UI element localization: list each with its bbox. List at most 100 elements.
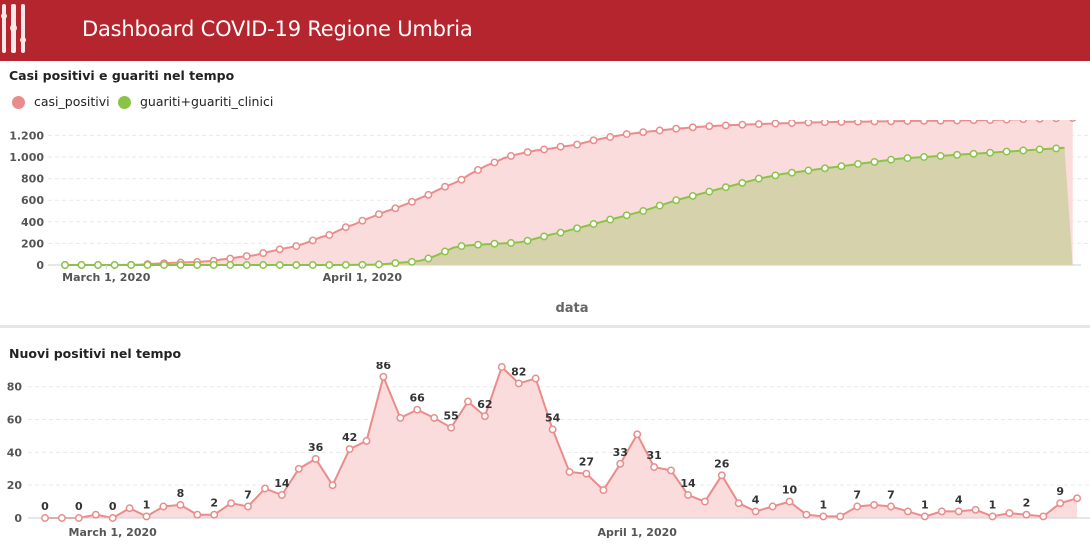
data-point[interactable] <box>971 505 980 514</box>
data-point-casi_positivi[interactable] <box>1035 120 1044 123</box>
data-point-guariti+guariti_clinici[interactable] <box>209 261 218 269</box>
data-point-casi_positivi[interactable] <box>391 204 400 213</box>
data-point[interactable] <box>447 423 456 432</box>
data-point[interactable] <box>650 463 659 472</box>
data-point[interactable] <box>57 514 66 522</box>
data-point-casi_positivi[interactable] <box>1052 120 1060 123</box>
data-point-guariti+guariti_clinici[interactable] <box>77 261 86 269</box>
data-point-casi_positivi[interactable] <box>754 120 763 129</box>
data-point[interactable] <box>108 514 117 522</box>
data-point-guariti+guariti_clinici[interactable] <box>110 261 119 269</box>
data-point-guariti+guariti_clinici[interactable] <box>655 201 664 210</box>
data-point[interactable] <box>91 510 100 519</box>
data-point[interactable] <box>903 507 912 516</box>
data-point[interactable] <box>785 497 794 506</box>
data-point-casi_positivi[interactable] <box>870 120 879 126</box>
data-point[interactable] <box>887 502 895 511</box>
data-point[interactable] <box>328 481 337 490</box>
data-point-casi_positivi[interactable] <box>441 182 449 191</box>
data-point[interactable] <box>413 405 422 414</box>
data-point[interactable] <box>633 430 642 439</box>
data-point-casi_positivi[interactable] <box>622 130 631 139</box>
data-point[interactable] <box>464 397 472 406</box>
data-point-guariti+guariti_clinici[interactable] <box>457 242 466 251</box>
data-point[interactable] <box>734 499 743 508</box>
data-point-guariti+guariti_clinici[interactable] <box>606 215 615 224</box>
data-point[interactable] <box>853 502 862 511</box>
data-point[interactable] <box>700 497 709 506</box>
data-point[interactable] <box>142 512 151 521</box>
data-point-guariti+guariti_clinici[interactable] <box>507 238 515 247</box>
data-point-casi_positivi[interactable] <box>986 120 995 124</box>
data-point[interactable] <box>988 512 997 521</box>
data-point[interactable] <box>261 484 269 493</box>
data-point-guariti+guariti_clinici[interactable] <box>589 220 598 228</box>
data-point[interactable] <box>41 514 49 522</box>
data-point-casi_positivi[interactable] <box>523 148 532 157</box>
data-point-casi_positivi[interactable] <box>490 158 499 167</box>
data-point-guariti+guariti_clinici[interactable] <box>1002 147 1011 156</box>
data-point-guariti+guariti_clinici[interactable] <box>391 259 400 268</box>
data-point-guariti+guariti_clinici[interactable] <box>325 261 334 269</box>
data-point[interactable] <box>954 507 963 516</box>
data-point[interactable] <box>125 504 134 513</box>
data-point-casi_positivi[interactable] <box>341 223 350 232</box>
data-point-guariti+guariti_clinici[interactable] <box>556 228 565 237</box>
data-point-casi_positivi[interactable] <box>837 120 846 126</box>
data-point-casi_positivi[interactable] <box>540 145 549 154</box>
data-point-guariti+guariti_clinici[interactable] <box>143 261 152 269</box>
data-point-casi_positivi[interactable] <box>738 120 747 129</box>
data-point-casi_positivi[interactable] <box>672 124 681 133</box>
data-point-guariti+guariti_clinici[interactable] <box>573 224 582 233</box>
data-point-casi_positivi[interactable] <box>573 140 582 149</box>
data-point-guariti+guariti_clinici[interactable] <box>936 151 945 160</box>
data-point[interactable] <box>1073 494 1082 503</box>
data-point-guariti+guariti_clinici[interactable] <box>160 261 169 269</box>
data-point-guariti+guariti_clinici[interactable] <box>953 150 962 159</box>
data-point[interactable] <box>548 425 557 434</box>
data-point-guariti+guariti_clinici[interactable] <box>292 261 301 269</box>
data-point[interactable] <box>870 500 879 509</box>
data-point-guariti+guariti_clinici[interactable] <box>474 240 482 249</box>
data-point-casi_positivi[interactable] <box>655 126 664 135</box>
data-point-guariti+guariti_clinici[interactable] <box>820 164 829 173</box>
data-point[interactable] <box>582 469 591 478</box>
data-point-casi_positivi[interactable] <box>969 120 978 125</box>
data-point-guariti+guariti_clinici[interactable] <box>622 211 631 220</box>
data-point-casi_positivi[interactable] <box>424 190 433 199</box>
data-point-casi_positivi[interactable] <box>639 128 648 137</box>
data-point[interactable] <box>565 468 574 476</box>
data-point-guariti+guariti_clinici[interactable] <box>903 154 912 163</box>
data-point-guariti+guariti_clinici[interactable] <box>341 260 350 269</box>
data-point-casi_positivi[interactable] <box>953 120 962 125</box>
data-point-guariti+guariti_clinici[interactable] <box>523 236 532 245</box>
data-point-casi_positivi[interactable] <box>474 166 482 174</box>
data-point[interactable] <box>684 491 692 499</box>
data-point-casi_positivi[interactable] <box>589 136 598 145</box>
data-point[interactable] <box>1005 509 1014 518</box>
data-point[interactable] <box>497 363 506 371</box>
data-point-guariti+guariti_clinici[interactable] <box>1052 144 1061 153</box>
data-point-casi_positivi[interactable] <box>226 254 235 263</box>
data-point-guariti+guariti_clinici[interactable] <box>374 260 383 269</box>
data-point-guariti+guariti_clinici[interactable] <box>771 171 780 180</box>
data-point[interactable] <box>802 510 811 519</box>
data-point[interactable] <box>1022 510 1031 519</box>
data-point-casi_positivi[interactable] <box>259 249 268 258</box>
data-point-casi_positivi[interactable] <box>820 120 829 127</box>
data-point-casi_positivi[interactable] <box>854 120 862 126</box>
data-point-guariti+guariti_clinici[interactable] <box>870 157 879 166</box>
data-point-guariti+guariti_clinici[interactable] <box>639 207 648 215</box>
data-point-casi_positivi[interactable] <box>705 122 714 131</box>
data-point[interactable] <box>751 507 760 516</box>
data-point-casi_positivi[interactable] <box>688 123 697 132</box>
data-point-casi_positivi[interactable] <box>507 151 515 160</box>
data-point[interactable] <box>345 445 354 454</box>
data-point-casi_positivi[interactable] <box>292 242 301 251</box>
data-point-casi_positivi[interactable] <box>771 120 780 128</box>
data-point-guariti+guariti_clinici[interactable] <box>672 196 681 205</box>
data-point[interactable] <box>244 502 252 511</box>
data-point-casi_positivi[interactable] <box>804 120 813 127</box>
data-point[interactable] <box>277 491 286 499</box>
